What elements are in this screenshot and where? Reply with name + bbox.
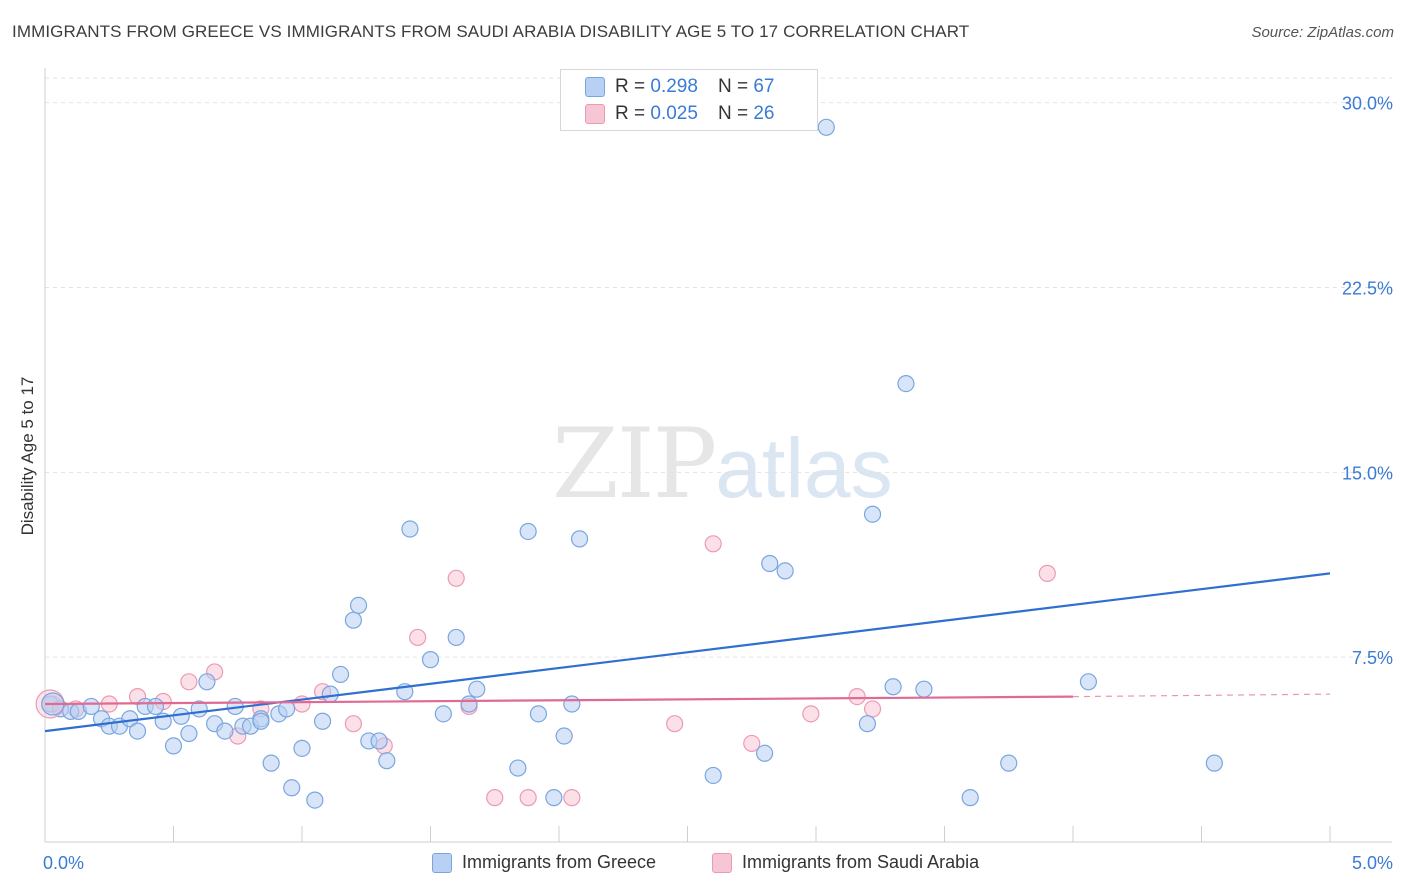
greece-point (401, 520, 419, 538)
saudi-point (1038, 564, 1056, 582)
greece-point (198, 673, 216, 691)
greece-trendline (44, 572, 1331, 733)
legend-row-saudi: R = 0.025 N = 26 (585, 103, 774, 125)
saudi-point (563, 789, 581, 807)
greece-point (563, 695, 581, 713)
greece-point (529, 705, 548, 723)
legend-item-saudi[interactable]: Immigrants from Saudi Arabia (712, 852, 979, 873)
saudi-point (486, 789, 504, 807)
watermark: ZIPatlas (552, 408, 893, 520)
greece-point (776, 562, 794, 580)
stats-legend: R = 0.298 N = 67 R = 0.025 N = 26 (560, 69, 818, 131)
greece-point (378, 752, 396, 770)
saudi-swatch (585, 104, 605, 124)
legend-label-greece: Immigrants from Greece (462, 852, 657, 872)
greece-point (370, 732, 388, 750)
saudi-point (743, 734, 761, 753)
greece-point (172, 707, 190, 725)
saudi-point (848, 687, 866, 706)
legend-row-greece: R = 0.298 N = 67 (585, 76, 774, 98)
greece-point (283, 779, 301, 797)
saudi-point (409, 628, 427, 647)
greece-point (146, 697, 165, 716)
greece-point (460, 695, 478, 713)
legend-r-value: 0.025 (650, 103, 698, 124)
watermark-atlas: atlas (715, 421, 893, 515)
y-tick-label: 7.5% (1352, 648, 1393, 668)
greece-point (164, 737, 183, 755)
greece-swatch (585, 77, 605, 97)
greece-swatch (432, 852, 452, 873)
greece-point (128, 722, 147, 740)
saudi-point (519, 789, 537, 807)
greece-point (858, 715, 877, 733)
greece-point (306, 791, 324, 809)
greece-point (915, 680, 933, 698)
greece-point (863, 505, 882, 523)
legend-n-value: 26 (753, 103, 775, 124)
legend-r-value: 0.298 (650, 76, 698, 97)
y-tick-label: 22.5% (1342, 278, 1393, 298)
source-label[interactable]: Source: ZipAtlas.com (1251, 24, 1394, 41)
greece-point (509, 759, 527, 777)
saudi-point (863, 700, 882, 718)
legend-label-saudi: Immigrants from Saudi Arabia (742, 852, 980, 872)
saudi-point (666, 715, 684, 733)
greece-point (331, 665, 350, 684)
greece-point (468, 680, 486, 698)
legend-n-value: 67 (753, 76, 775, 97)
greece-point (447, 628, 465, 647)
greece-point (1000, 754, 1018, 772)
greece-point (252, 712, 270, 730)
greece-point (704, 766, 722, 785)
greece-point (817, 118, 835, 136)
greece-point (321, 685, 339, 703)
greece-point (961, 789, 979, 807)
saudi-swatch (712, 852, 732, 873)
chart-title: IMMIGRANTS FROM GREECE VS IMMIGRANTS FRO… (12, 22, 970, 41)
greece-point (262, 754, 280, 772)
saudi-point (447, 569, 465, 587)
greece-point (1205, 754, 1223, 772)
greece-point (884, 678, 902, 696)
greece-point (434, 705, 452, 723)
legend-item-greece[interactable]: Immigrants from Greece (432, 852, 656, 873)
saudi-point (802, 705, 820, 723)
greece-point (421, 651, 440, 669)
saudi-point (344, 715, 362, 733)
legend-r-label: R = (615, 103, 646, 124)
greece-point (761, 554, 779, 573)
greece-point (555, 727, 573, 745)
series-legend: Immigrants from Greece Immigrants from S… (0, 852, 1406, 876)
greece-point (519, 522, 537, 541)
saudi-trendline (44, 695, 1074, 706)
saudi-point (704, 535, 722, 553)
x-tick-label: 0.0% (43, 853, 84, 873)
legend-n-label: N = (717, 76, 749, 97)
greece-point (82, 697, 100, 716)
greece-point (545, 789, 563, 807)
greece-point (349, 596, 368, 615)
greece-point (180, 724, 198, 743)
greece-point (570, 530, 589, 548)
greece-point (1079, 673, 1098, 691)
y-tick-label: 30.0% (1342, 94, 1393, 114)
greece-point (313, 712, 332, 730)
greece-point (897, 375, 915, 393)
greece-point (344, 611, 362, 629)
saudi-point (180, 673, 198, 691)
watermark-zip: ZIP (552, 408, 717, 520)
greece-point (293, 739, 311, 757)
greece-point (216, 722, 234, 740)
y-tick-label: 15.0% (1342, 463, 1393, 483)
legend-n-label: N = (717, 103, 749, 124)
saudi-trendline-extension (1072, 693, 1331, 698)
x-tick-label: 5.0% (1352, 853, 1393, 873)
greece-point (755, 744, 774, 762)
legend-r-label: R = (615, 76, 646, 97)
